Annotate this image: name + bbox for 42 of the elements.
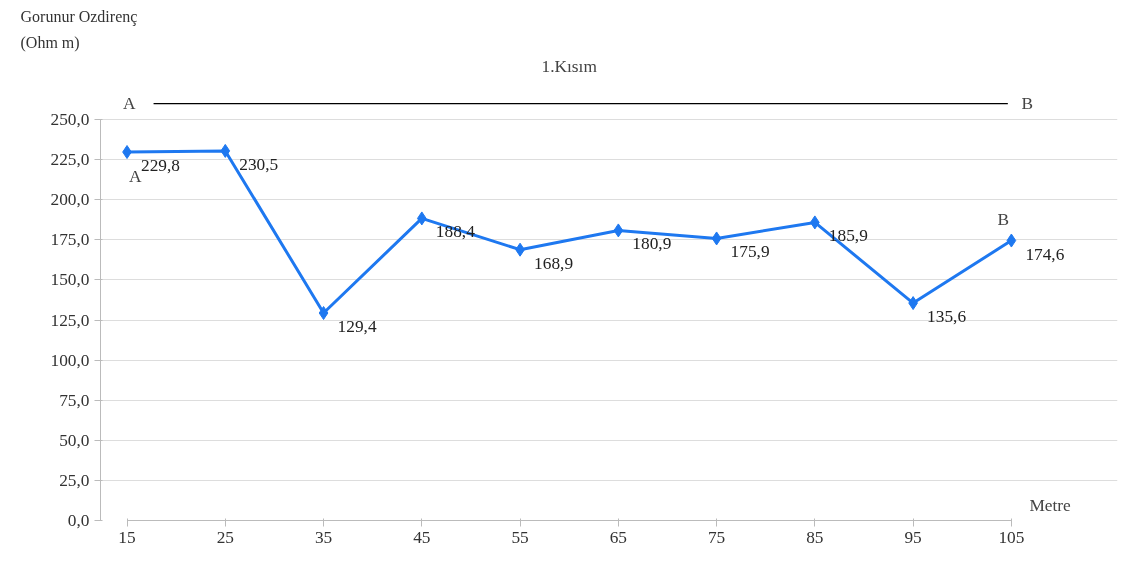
x-tick-label: 75 [707,527,726,547]
text: B [1021,94,1033,114]
y-tick-label: 100,0 [50,350,90,370]
point [220,143,231,158]
y-tick-label: 50,0 [59,430,90,450]
y-tick-label: 25,0 [59,470,90,490]
x-tick-label: 15 [118,527,136,547]
y-tick-label: 150,0 [50,270,90,290]
data-label: 229,8 [141,156,181,176]
y-tick-label: 200,0 [50,190,90,210]
x-tick-label: 65 [609,527,627,547]
x-tick-label: 105 [998,527,1025,547]
x-tick-label: 25 [216,527,234,547]
text: A [123,94,137,114]
y-tick-label: 250,0 [50,110,90,130]
data-label: 168,9 [534,253,574,273]
data-label: 185,9 [828,226,868,246]
y-tick-label: 75,0 [59,390,90,410]
y-tick-label: 0,0 [67,511,90,530]
data-label: 174,6 [1025,244,1065,264]
data-label: 230,5 [239,154,279,174]
data-label: 175,9 [730,242,770,262]
data-label: 129,4 [337,317,377,337]
x-tick-label: 85 [806,527,824,547]
point [318,306,329,321]
point [711,231,722,246]
y-tick-label: 175,0 [50,230,90,250]
x-tick-label: 35 [314,527,333,547]
x-tick-label: 45 [413,527,431,547]
point [613,223,624,238]
chart-title: 1.Kısım [541,56,598,76]
y-axis-title: Gorunur Ozdirenç (Ohm m) [20,8,138,52]
point [1006,233,1017,248]
y-tick-label: 225,0 [50,150,90,170]
data-label: 180,9 [632,234,672,254]
x-axis-title: Metre [1029,495,1072,515]
data-label: 135,6 [927,307,967,327]
x-tick-label: 95 [904,527,922,547]
y-tick-label: 125,0 [50,310,90,330]
annotation: B [997,209,1009,229]
x-tick-label: 55 [511,527,529,547]
point [416,211,427,226]
